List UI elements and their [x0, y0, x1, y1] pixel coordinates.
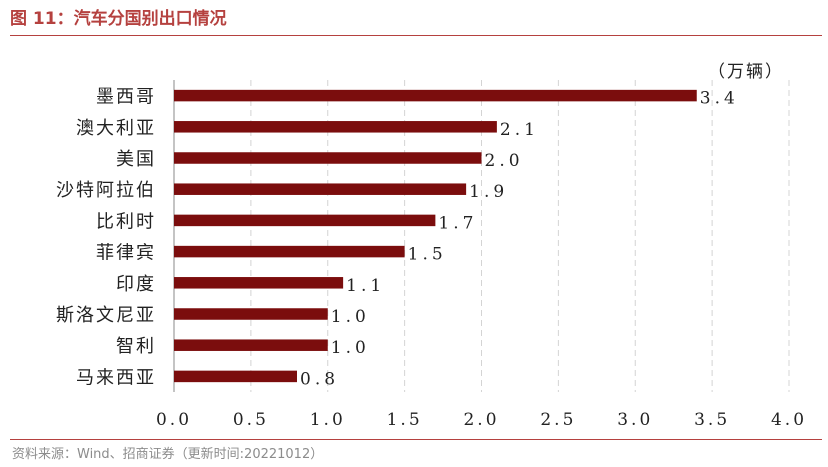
category-label: 斯洛文尼亚 — [56, 305, 156, 326]
bar — [174, 277, 344, 289]
data-label: 1.9 — [469, 182, 508, 202]
data-label: 2.0 — [485, 151, 524, 171]
data-label: 0.8 — [300, 369, 339, 389]
unit-label: （万辆） — [708, 62, 784, 82]
category-label: 美国 — [116, 149, 156, 170]
data-label: 1.0 — [331, 307, 370, 327]
data-label: 2.1 — [500, 120, 539, 140]
x-tick-label: 0.0 — [156, 410, 192, 430]
data-label: 1.5 — [408, 245, 447, 265]
x-tick-label: 1.0 — [310, 410, 346, 430]
source-divider — [10, 439, 822, 440]
bar — [174, 339, 328, 351]
x-tick-label: 3.0 — [617, 410, 653, 430]
data-label: 3.4 — [700, 89, 739, 109]
bar — [174, 183, 467, 195]
bar — [174, 152, 482, 164]
title-divider — [10, 35, 822, 36]
data-label: 1.7 — [438, 213, 477, 233]
figure-title: 图 11：汽车分国别出口情况 — [10, 9, 227, 29]
labels: 0.0 0.5 1.0 1.5 2.0 2.5 3.0 3.5 4.0 墨西哥 3.4 澳大利亚 2.1… — [56, 87, 807, 430]
x-tick-label: 3.5 — [694, 410, 730, 430]
data-label: 1.1 — [346, 276, 385, 296]
x-tick-label: 2.0 — [463, 410, 499, 430]
category-label: 印度 — [116, 274, 156, 295]
x-tick-label: 0.5 — [233, 410, 269, 430]
bars — [174, 89, 697, 383]
data-label: 1.0 — [331, 338, 370, 358]
x-tick-label: 2.5 — [540, 410, 576, 430]
category-label: 沙特阿拉伯 — [56, 180, 156, 201]
bar — [174, 308, 328, 320]
bar — [174, 370, 297, 383]
bar — [174, 89, 697, 102]
bar — [174, 121, 497, 133]
x-tick-label: 1.5 — [387, 410, 423, 430]
category-label: 菲律宾 — [96, 243, 156, 264]
category-label: 墨西哥 — [96, 87, 156, 108]
category-label: 马来西亚 — [76, 367, 156, 388]
x-tick-label: 4.0 — [771, 410, 807, 430]
category-label: 比利时 — [96, 211, 156, 232]
category-label: 智利 — [116, 336, 156, 357]
bar — [174, 214, 436, 227]
bar — [174, 245, 405, 258]
source-note: 资料来源：Wind、招商证券（更新时间:20221012） — [12, 447, 324, 462]
category-label: 澳大利亚 — [76, 118, 156, 139]
